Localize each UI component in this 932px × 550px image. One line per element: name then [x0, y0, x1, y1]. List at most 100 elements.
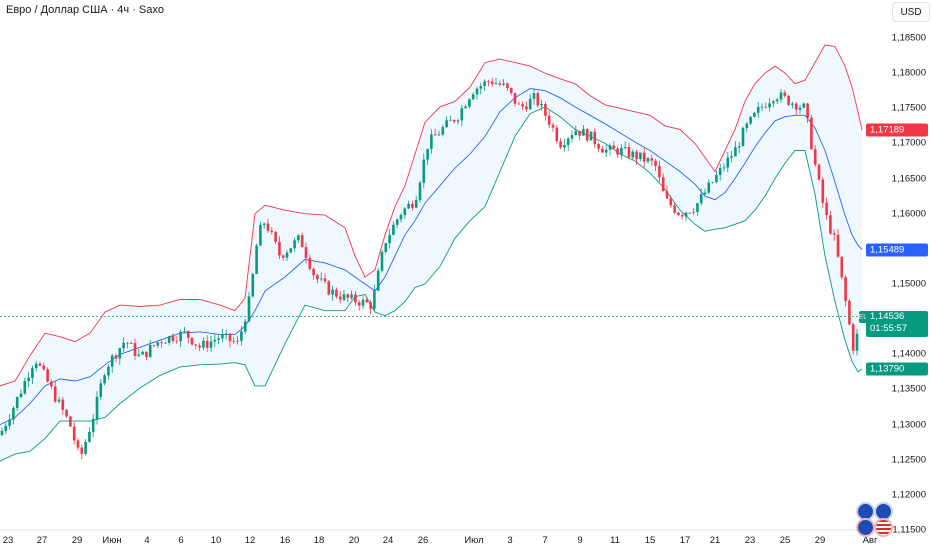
candle-body [726, 157, 730, 168]
candle-body [737, 146, 741, 148]
candle-body [304, 247, 308, 258]
candle-body [380, 252, 384, 271]
candle-body [407, 203, 410, 209]
candle-body [395, 219, 399, 225]
candle-body [240, 331, 243, 341]
candle-body [118, 348, 122, 359]
x-tick-label: 27 [36, 535, 48, 546]
candle-body [578, 130, 581, 136]
candle-body [825, 202, 828, 216]
candle-body [217, 338, 220, 340]
upper-band-line [0, 44, 863, 387]
candle-body [365, 299, 369, 303]
candle-body [760, 106, 764, 108]
candle-body [699, 194, 703, 204]
lower-band-badge: 1,13790 [866, 362, 928, 376]
symbol-title[interactable]: Евро / Доллар США · 4ч · Saxo [6, 4, 164, 16]
event-markers[interactable] [850, 500, 894, 537]
candle-body [8, 419, 11, 426]
candle-body [0, 431, 4, 436]
candle-body [715, 175, 718, 183]
candle-body [145, 351, 148, 357]
candle-body [840, 256, 844, 278]
us-flag-icon[interactable] [874, 518, 893, 537]
y-tick-label: 1,17000 [891, 137, 926, 149]
candle-body [791, 103, 794, 105]
y-tick-label: 1,11500 [892, 524, 926, 536]
candle-body [15, 397, 19, 408]
candle-body [525, 106, 528, 110]
candle-body [213, 339, 217, 342]
candle-body [91, 419, 95, 432]
candle-body [107, 366, 110, 376]
candle-body [658, 165, 661, 178]
candle-body [403, 208, 407, 215]
candle-body [46, 369, 49, 382]
candle-body [506, 83, 509, 89]
candle-body [190, 337, 194, 345]
candle-body [547, 115, 551, 125]
candle-body [696, 203, 699, 212]
candle-body [327, 281, 331, 295]
candle-body [612, 145, 616, 149]
candle-body [422, 159, 426, 183]
candle-body [449, 119, 452, 121]
candle-body [426, 148, 429, 160]
candle-body [388, 234, 391, 244]
candle-body [167, 336, 171, 343]
candle-body [338, 296, 342, 300]
candle-body [289, 248, 293, 253]
candle-body [433, 134, 437, 136]
x-tick-label: 11 [610, 535, 620, 546]
candle-body [775, 99, 779, 102]
candle-body [373, 290, 376, 309]
eu-flag-icon[interactable] [856, 518, 875, 537]
candle-body [198, 345, 201, 348]
candle-body [179, 331, 182, 342]
bar-countdown: 01:55:57 [870, 322, 907, 334]
candle-body [300, 235, 304, 248]
candle-body [110, 355, 114, 367]
candle-body [65, 409, 68, 417]
x-tick-label: 9 [577, 535, 583, 546]
candle-body [802, 103, 806, 108]
candle-body [72, 426, 76, 441]
candle-body [787, 95, 790, 105]
candle-body [148, 345, 152, 357]
candle-body [574, 130, 578, 136]
candle-body [297, 235, 300, 241]
candle-body [585, 129, 589, 141]
last-price-value: 1,14536 [870, 310, 905, 322]
x-tick-label: 7 [542, 535, 548, 546]
candle-body [627, 147, 631, 158]
candle-body [95, 396, 99, 420]
x-tick-label: 10 [210, 535, 222, 546]
candle-body [152, 345, 156, 346]
candle-body [69, 416, 72, 427]
currency-button[interactable]: USD [892, 2, 930, 22]
candle-body [293, 240, 296, 249]
candle-body [764, 106, 768, 108]
candle-body [350, 294, 353, 298]
candle-body [335, 289, 338, 297]
candle-body [414, 200, 418, 208]
candle-body [498, 83, 502, 85]
candle-body [243, 321, 247, 332]
candle-body [544, 104, 547, 116]
candle-body [452, 119, 456, 122]
candle-body [836, 234, 840, 257]
candle-body [779, 92, 783, 100]
candle-body [479, 86, 483, 89]
candle-body [194, 344, 198, 346]
candle-body [620, 148, 623, 155]
candle-body [247, 296, 251, 322]
candle-body [354, 294, 357, 303]
candle-body [692, 211, 695, 213]
candle-body [441, 127, 445, 135]
candle-body [536, 93, 540, 106]
y-tick-label: 1,18500 [891, 32, 926, 44]
x-tick-label: 6 [178, 535, 184, 546]
candle-body [783, 92, 787, 96]
candle-body [42, 365, 46, 370]
